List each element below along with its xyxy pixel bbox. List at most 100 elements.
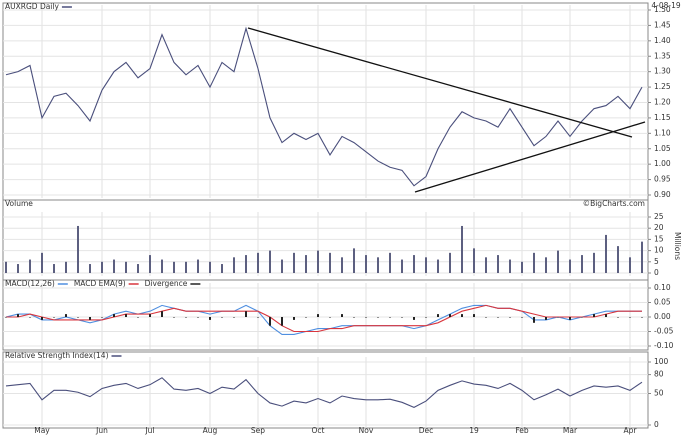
bar [581, 317, 583, 318]
bar [173, 261, 175, 273]
x-tick-label: Aug [203, 426, 218, 435]
bar [473, 248, 475, 273]
bar [533, 317, 535, 323]
bar [641, 317, 643, 318]
bar [365, 255, 367, 273]
x-tick-label: Jul [144, 426, 154, 435]
bar [185, 317, 187, 318]
y-tick-label: 1.20 [654, 98, 671, 107]
y-tick-label: 0.00 [654, 312, 671, 321]
bar [497, 255, 499, 273]
bar [569, 317, 571, 320]
bar [509, 259, 511, 273]
y-tick-label: 1.05 [654, 144, 671, 153]
bar [41, 317, 43, 320]
bar [137, 317, 139, 318]
bar [617, 246, 619, 273]
x-tick-label: Nov [359, 426, 374, 435]
bar [497, 317, 499, 318]
bar [257, 252, 259, 273]
bar [545, 257, 547, 273]
bar [425, 317, 427, 318]
bar [89, 317, 91, 320]
y-tick-label: 15 [654, 234, 664, 243]
bar [137, 264, 139, 273]
bar [401, 259, 403, 273]
line [5, 304, 642, 335]
bar [5, 261, 7, 273]
bar [125, 261, 127, 273]
bar [341, 257, 343, 273]
y-tick-label: 100 [654, 357, 669, 366]
bar [101, 317, 103, 318]
bar [209, 261, 211, 273]
bar [329, 317, 331, 318]
bar [305, 255, 307, 273]
bar [185, 261, 187, 273]
credit: ©BigCharts.com [583, 199, 645, 208]
bar [413, 255, 415, 273]
x-tick-label: Dec [419, 426, 434, 435]
bar [233, 257, 235, 273]
bar [557, 250, 559, 273]
bar [545, 317, 547, 320]
bar [473, 314, 475, 317]
y-tick-label: 50 [654, 389, 664, 398]
trendline [414, 121, 646, 193]
y-tick-label: 80 [654, 370, 664, 379]
bar [125, 314, 127, 317]
bar [341, 314, 343, 317]
x-tick-label: 19 [469, 426, 479, 435]
bar [629, 257, 631, 273]
line [5, 377, 643, 408]
bar [305, 317, 307, 318]
y-tick-label: 1.15 [654, 113, 671, 122]
bar [173, 317, 175, 318]
bar [521, 261, 523, 273]
y-tick-label: 0.10 [654, 283, 671, 292]
bar [425, 257, 427, 273]
bar [449, 314, 451, 317]
bar [257, 317, 259, 318]
y-tick-label: 1.35 [654, 51, 671, 60]
bar [293, 252, 295, 273]
bar [269, 250, 271, 273]
y-tick-label: 0 [654, 420, 659, 429]
bar [77, 225, 79, 273]
y-tick-label: 25 [654, 212, 664, 221]
y-tick-label: 1.25 [654, 82, 671, 91]
bar [617, 317, 619, 318]
bar [161, 259, 163, 273]
bar [437, 259, 439, 273]
bar [521, 317, 523, 318]
bar [461, 314, 463, 317]
bar [5, 317, 7, 318]
x-tick-label: Jun [95, 426, 108, 435]
bar [485, 317, 487, 318]
bar [605, 314, 607, 317]
bar [101, 261, 103, 273]
legend-label: AUXRGD Daily [5, 2, 59, 11]
legend-label: Relative Strength Index(14) [5, 351, 109, 360]
bar [317, 250, 319, 273]
trendline [247, 27, 633, 138]
bar [329, 252, 331, 273]
y-tick-label: -0.10 [654, 341, 674, 350]
bar [113, 314, 115, 317]
volume-axis-label: Millions [673, 232, 682, 260]
bar [245, 311, 247, 317]
bar [293, 317, 295, 320]
bar [29, 259, 31, 273]
y-tick-label: 0.95 [654, 175, 671, 184]
bar [29, 317, 31, 318]
bar [401, 317, 403, 318]
bar [641, 241, 643, 273]
volume-frame [2, 199, 649, 281]
bar [245, 255, 247, 273]
y-tick-label: 1.30 [654, 67, 671, 76]
bar [509, 317, 511, 318]
bar [77, 317, 79, 318]
bar [629, 317, 631, 318]
bar [581, 255, 583, 273]
